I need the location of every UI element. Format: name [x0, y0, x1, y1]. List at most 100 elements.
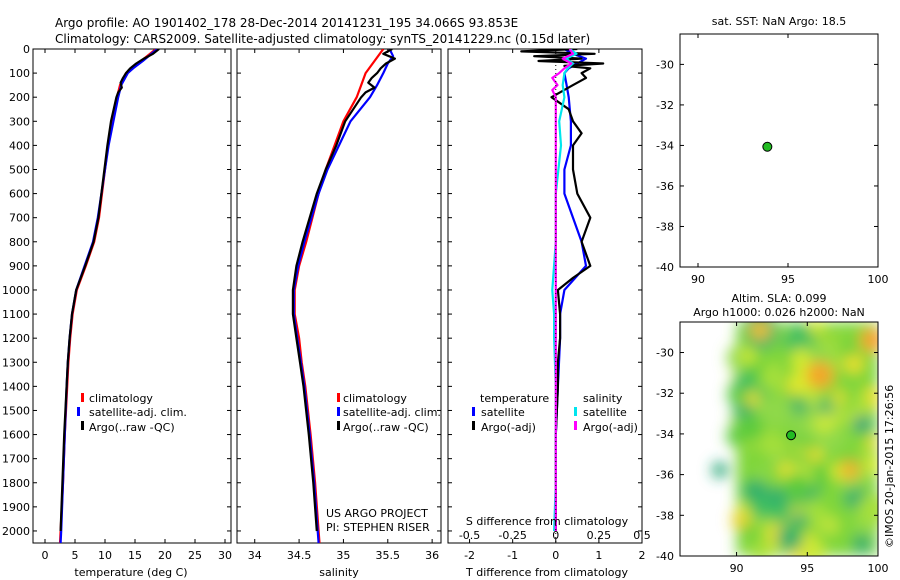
imos-credit: ©IMOS 20-Jan-2015 17:26:56	[883, 385, 896, 548]
legend-label-climatology: climatology	[343, 392, 407, 405]
difference-x2label: S difference from climatology	[466, 515, 629, 528]
sla-map-frame	[679, 321, 879, 557]
y-tick-label: 1900	[2, 501, 30, 514]
sla-blob	[793, 444, 806, 457]
sla-blob	[844, 354, 864, 374]
sla-blob	[852, 534, 872, 554]
temperature-plot-frame	[32, 48, 232, 544]
sla-blob	[831, 428, 849, 446]
float-position-marker	[762, 141, 773, 152]
legend-label-s-satellite: satellite	[583, 406, 627, 419]
sla-blob	[783, 472, 811, 500]
s-x-tick-label: -0.5	[459, 529, 480, 542]
sla-blob	[756, 386, 770, 400]
y-tick-label: 200	[9, 91, 30, 104]
map-y-tick-label: -40	[656, 550, 674, 563]
y-tick-label: 1400	[2, 380, 30, 393]
map-y-tick-label: -38	[656, 509, 674, 522]
float-position-marker	[786, 430, 797, 441]
x-tick-label: 35.5	[376, 549, 401, 562]
map-y-tick-label: -32	[656, 99, 674, 112]
sla-blob-high	[731, 511, 749, 529]
y-tick-label: 2000	[2, 525, 30, 538]
legend-swatch-t-argo	[472, 421, 475, 430]
legend-label-climatology: climatology	[89, 392, 153, 405]
map-y-tick-label: -34	[656, 428, 674, 441]
legend-label-t-argo: Argo(-adj)	[481, 421, 536, 434]
series-line-argo-raw-qc	[59, 49, 160, 532]
sla-blob	[770, 502, 792, 524]
y-tick-label: 1500	[2, 404, 30, 417]
y-tick-label: 1300	[2, 356, 30, 369]
header-title: Argo profile: AO 1901402_178 28-Dec-2014…	[55, 16, 518, 30]
y-tick-label: 100	[9, 67, 30, 80]
legend-swatch-satellite	[77, 407, 80, 416]
sla-blob	[760, 363, 788, 391]
sla-blob	[838, 476, 855, 493]
salinity-plot-frame	[236, 48, 442, 544]
temperature-xlabel: temperature (deg C)	[74, 566, 187, 579]
legend-swatch-argo	[81, 421, 84, 430]
map-y-tick-label: -36	[656, 180, 674, 193]
sla-blob-high	[860, 328, 878, 352]
y-tick-label: 500	[9, 163, 30, 176]
x-tick-label: -2	[464, 549, 475, 562]
y-tick-label: 0	[23, 43, 30, 56]
map-x-tick-label: 90	[730, 562, 744, 575]
map-y-tick-label: -30	[656, 347, 674, 360]
sla-blob-high	[806, 361, 834, 389]
map-y-tick-label: -40	[656, 261, 674, 274]
project-credit: US ARGO PROJECT	[326, 507, 428, 520]
y-tick-label: 1000	[2, 284, 30, 297]
y-tick-label: 700	[9, 212, 30, 225]
legend-swatch-climatology	[337, 393, 340, 402]
y-tick-label: 400	[9, 139, 30, 152]
map-x-tick-label: 95	[800, 562, 814, 575]
salinity-legend: climatology satellite-adj. clim. Argo(..…	[337, 392, 441, 434]
y-tick-label: 1700	[2, 453, 30, 466]
s-x-tick-label: 0.5	[633, 529, 651, 542]
y-tick-label: 300	[9, 115, 30, 128]
sla-blob	[750, 542, 772, 556]
temperature-legend: climatology satellite-adj. clim. Argo(..…	[77, 392, 187, 434]
x-tick-label: 10	[98, 549, 112, 562]
s-x-tick-label: 0	[552, 529, 559, 542]
sst-map-title: sat. SST: NaN Argo: 18.5	[712, 15, 846, 28]
legend-label-satellite: satellite-adj. clim.	[89, 406, 187, 419]
sla-blob	[786, 382, 799, 395]
sla-blob	[863, 455, 878, 474]
difference-plot-frame	[447, 48, 643, 544]
sla-blob-high	[750, 322, 770, 340]
map-y-tick-label: -30	[656, 58, 674, 71]
pi-credit: PI: STEPHEN RISER	[326, 521, 430, 534]
legend-swatch-climatology	[81, 393, 84, 402]
difference-legend: temperature salinity satellite Argo(-adj…	[472, 392, 638, 434]
sla-blob	[865, 436, 878, 449]
legend-swatch-s-satellite	[574, 407, 577, 416]
sst-map-panel: sat. SST: NaN Argo: 18.5 90 95 100 -30 -32 -3…	[656, 15, 888, 286]
sla-blob	[737, 414, 765, 442]
x-tick-label: 20	[158, 549, 172, 562]
sla-blob	[748, 496, 773, 520]
series-line-argo-raw-qc	[291, 49, 396, 532]
sla-blob	[804, 535, 819, 550]
y-tick-label: 800	[9, 236, 30, 249]
series-line-argo-adj	[520, 49, 605, 531]
sla-blob	[857, 493, 878, 525]
legend-label-s-argo: Argo(-adj)	[583, 421, 638, 434]
y-tick-label: 1100	[2, 308, 30, 321]
x-tick-label: 0	[42, 549, 49, 562]
legend-swatch-satellite	[337, 407, 340, 416]
x-tick-label: 34	[248, 549, 262, 562]
x-tick-label: 36	[425, 549, 439, 562]
legend-swatch-argo	[337, 421, 340, 430]
temperature-panel: 0100200300400500600700800900100011001200…	[2, 43, 232, 579]
series-line-climatology	[293, 49, 385, 543]
salinity-panel: 34 34.5 35 35.5 36 salinity climatology sate…	[236, 48, 442, 579]
sla-map-panel: Altim. SLA: 0.099 Argo h1000: 0.026 h200…	[656, 292, 888, 575]
series-line-argo-adj	[551, 49, 575, 531]
sla-blob	[812, 412, 835, 434]
x-tick-label: 2	[639, 549, 646, 562]
sla-blob	[759, 432, 783, 456]
